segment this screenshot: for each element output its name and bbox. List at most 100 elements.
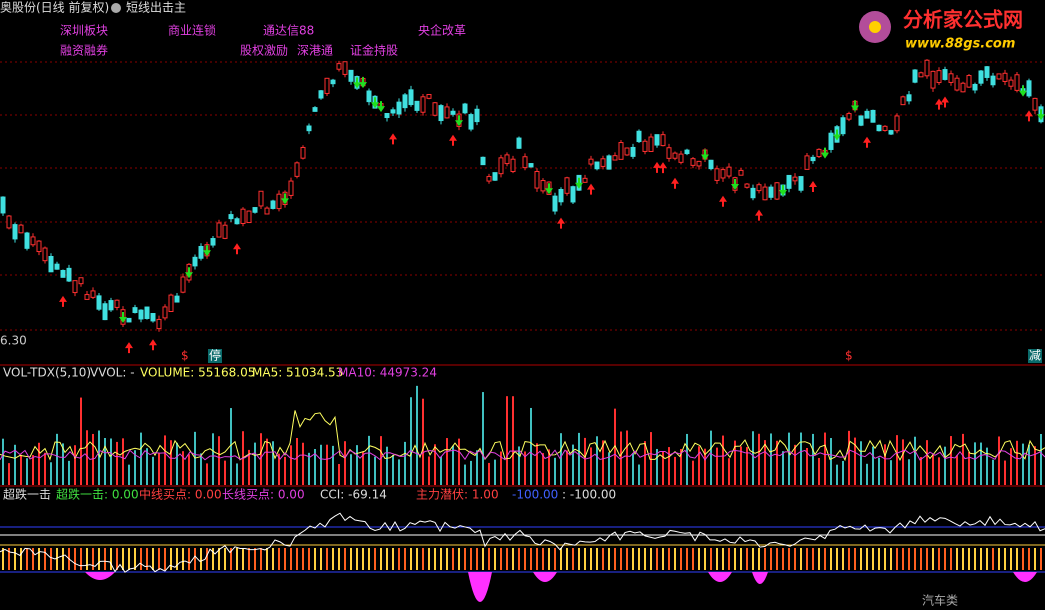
candle-body xyxy=(810,156,816,162)
candle-body xyxy=(696,160,702,167)
logo-center xyxy=(869,21,881,33)
arrow-down xyxy=(119,311,127,323)
candle-body xyxy=(912,69,918,83)
candle-body xyxy=(726,166,732,177)
candle-body xyxy=(720,169,726,179)
candle-body xyxy=(426,94,432,99)
arrow-up xyxy=(659,162,667,174)
candle-body xyxy=(84,294,90,300)
candle-body xyxy=(222,224,228,239)
candle-body xyxy=(72,280,78,294)
arrow-up xyxy=(59,295,67,307)
candle-body xyxy=(342,61,348,75)
candle-body xyxy=(930,70,936,89)
candle-body xyxy=(618,142,624,160)
logo-name: 分析家公式网 xyxy=(903,8,1023,32)
arrow-up xyxy=(149,339,157,351)
candle-body xyxy=(390,109,396,114)
candle-body xyxy=(108,300,114,311)
logo-url: www.88gs.com xyxy=(905,37,1015,52)
candle-body xyxy=(816,148,822,158)
candle-body xyxy=(948,73,954,83)
arrow-down xyxy=(371,97,379,109)
concept: 融资融券 xyxy=(60,43,108,58)
candle-body xyxy=(420,96,426,113)
candle-body xyxy=(648,136,654,152)
arrow-up xyxy=(1025,110,1033,122)
arrow-up xyxy=(755,209,763,221)
dropdown-icon[interactable] xyxy=(111,3,121,13)
candle-body xyxy=(804,155,810,170)
candle-body xyxy=(774,182,780,200)
candle-body xyxy=(90,290,96,298)
candle-body xyxy=(42,247,48,262)
ind-item: CCI: -69.14 xyxy=(320,488,387,502)
candle-body xyxy=(258,190,264,207)
concept: 商业连锁 xyxy=(168,23,216,38)
candle-body xyxy=(276,193,282,210)
candle-body xyxy=(918,72,924,78)
candle-body xyxy=(270,200,276,209)
candle-body xyxy=(102,303,108,321)
candle-body xyxy=(288,180,294,196)
arrow-down xyxy=(359,77,367,89)
candle-body xyxy=(432,102,438,116)
candle-body xyxy=(312,107,318,112)
candle-body xyxy=(624,147,630,156)
candle-body xyxy=(264,207,270,215)
candle-body xyxy=(744,183,750,188)
arrow-down xyxy=(575,177,583,189)
candle-body xyxy=(408,89,414,106)
candle-body xyxy=(24,232,30,249)
candle-body xyxy=(138,309,144,320)
marker: 减 xyxy=(1029,349,1041,363)
candle-body xyxy=(318,90,324,99)
arrow-up xyxy=(719,195,727,207)
ma5: MA5: 51034.53 xyxy=(252,366,343,380)
arrow-down xyxy=(779,185,787,197)
candle-body xyxy=(984,66,990,78)
candle-body xyxy=(180,276,186,293)
candle-body xyxy=(504,154,510,165)
candle-body xyxy=(78,277,84,285)
candle-body xyxy=(936,70,942,84)
candle-body xyxy=(336,63,342,70)
candle-body xyxy=(606,155,612,170)
arrow-down xyxy=(1037,109,1045,121)
formula-name: 短线出击主 xyxy=(126,1,186,15)
candle-body xyxy=(12,224,18,240)
candle-body xyxy=(708,159,714,170)
concept: 证金持股 xyxy=(350,43,398,58)
oversold-area xyxy=(468,572,492,602)
candle-body xyxy=(642,140,648,152)
candle-body xyxy=(228,214,234,220)
arrow-down xyxy=(203,245,211,257)
arrow-up xyxy=(671,177,679,189)
candle-body xyxy=(366,90,372,103)
candle-body xyxy=(738,169,744,176)
candle-body xyxy=(324,77,330,94)
ind-item: 主力潜伏: 1.00 xyxy=(416,488,499,502)
candle-body xyxy=(516,137,522,149)
arrow-down xyxy=(545,183,553,195)
ind-name: 超跌一击 xyxy=(3,487,51,502)
arrow-up xyxy=(233,243,241,255)
candle-body xyxy=(660,134,666,147)
arrow-up xyxy=(941,96,949,108)
candle-body xyxy=(570,186,576,203)
cci-line xyxy=(0,512,1045,573)
candle-body xyxy=(1026,80,1032,97)
candle-body xyxy=(594,161,600,170)
candle-body xyxy=(756,184,762,192)
arrow-down xyxy=(701,149,709,161)
candle-body xyxy=(1002,72,1008,82)
arrow-down xyxy=(281,193,289,205)
candle-body xyxy=(198,245,204,259)
candle-body xyxy=(534,171,540,189)
candle-body xyxy=(1032,97,1038,111)
candle-body xyxy=(300,146,306,159)
candle-body xyxy=(966,75,972,88)
candle-body xyxy=(330,79,336,85)
candle-body xyxy=(30,236,36,246)
